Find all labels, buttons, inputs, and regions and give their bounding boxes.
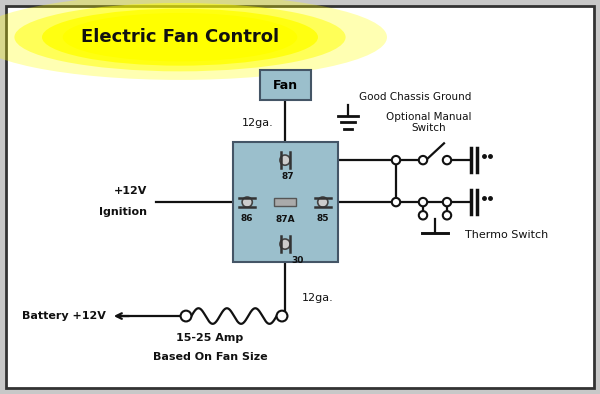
Text: Battery +12V: Battery +12V [22,311,106,321]
Text: Optional Manual
Switch: Optional Manual Switch [386,112,472,133]
Ellipse shape [14,3,346,71]
Text: 87A: 87A [275,215,295,224]
Circle shape [181,310,191,322]
Text: Thermo Switch: Thermo Switch [465,230,548,240]
Circle shape [443,211,451,219]
Ellipse shape [62,13,298,61]
Text: Ignition: Ignition [99,207,147,217]
Text: Electric Fan Control: Electric Fan Control [81,28,279,46]
FancyBboxPatch shape [233,142,337,262]
Circle shape [443,156,451,164]
Circle shape [280,239,290,249]
FancyBboxPatch shape [6,6,594,388]
Circle shape [277,310,287,322]
Circle shape [242,197,253,207]
Text: 85: 85 [317,214,329,223]
Text: 87: 87 [281,172,295,181]
Circle shape [419,156,427,164]
Text: 12ga.: 12ga. [302,293,334,303]
Text: 12ga.: 12ga. [242,118,274,128]
Circle shape [392,198,400,206]
Text: 15-25 Amp: 15-25 Amp [176,333,244,343]
Text: +12V: +12V [113,186,147,196]
Text: Good Chassis Ground: Good Chassis Ground [359,92,471,102]
Circle shape [443,198,451,206]
Text: Based On Fan Size: Based On Fan Size [152,352,268,362]
Circle shape [419,198,427,206]
FancyBboxPatch shape [274,198,296,206]
Text: 86: 86 [241,214,253,223]
Text: Fan: Fan [272,79,298,92]
Circle shape [280,155,290,165]
Circle shape [419,211,427,219]
FancyBboxPatch shape [260,70,311,100]
Ellipse shape [42,9,318,66]
Circle shape [318,197,328,207]
Ellipse shape [0,0,387,80]
Text: 30: 30 [291,256,304,265]
Circle shape [392,156,400,164]
